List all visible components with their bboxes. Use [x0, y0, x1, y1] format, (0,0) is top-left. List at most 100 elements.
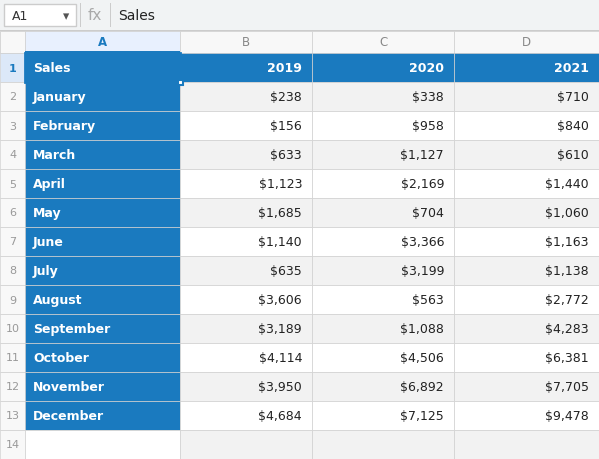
- Text: $1,440: $1,440: [545, 178, 589, 190]
- Text: 3: 3: [9, 121, 16, 131]
- Bar: [454, 314, 599, 343]
- Bar: [25, 54, 180, 83]
- Text: 9: 9: [9, 295, 16, 305]
- Bar: [312, 83, 454, 112]
- Text: $7,705: $7,705: [545, 380, 589, 393]
- Bar: [180, 285, 312, 314]
- Bar: [180, 343, 312, 372]
- Bar: [180, 141, 312, 170]
- Text: $9,478: $9,478: [545, 409, 589, 422]
- Bar: [180, 170, 312, 199]
- Text: 11: 11: [5, 353, 20, 363]
- Bar: [312, 170, 454, 199]
- Text: Sales: Sales: [118, 9, 155, 23]
- Bar: [0, 401, 25, 430]
- Text: A: A: [98, 36, 107, 50]
- Text: $635: $635: [270, 264, 302, 277]
- Text: $3,950: $3,950: [258, 380, 302, 393]
- Bar: [0, 83, 25, 112]
- Bar: [312, 112, 454, 141]
- Text: $338: $338: [412, 91, 444, 104]
- Text: A1: A1: [12, 10, 28, 22]
- Text: March: March: [33, 149, 76, 162]
- Text: $4,283: $4,283: [545, 322, 589, 335]
- Text: 14: 14: [5, 440, 20, 449]
- Text: December: December: [33, 409, 104, 422]
- Text: $6,381: $6,381: [545, 351, 589, 364]
- Bar: [180, 112, 312, 141]
- Bar: [312, 401, 454, 430]
- Text: February: February: [33, 120, 96, 133]
- Text: May: May: [33, 207, 62, 219]
- Text: $1,088: $1,088: [400, 322, 444, 335]
- Bar: [25, 228, 180, 257]
- Bar: [312, 54, 454, 83]
- Bar: [0, 228, 25, 257]
- Text: C: C: [379, 36, 387, 50]
- Bar: [180, 257, 312, 285]
- Bar: [25, 141, 180, 170]
- Bar: [180, 199, 312, 228]
- Bar: [4, 5, 76, 27]
- Text: $633: $633: [270, 149, 302, 162]
- Bar: [454, 170, 599, 199]
- Text: $3,366: $3,366: [401, 235, 444, 248]
- Bar: [25, 343, 180, 372]
- Bar: [25, 401, 180, 430]
- Text: 2: 2: [9, 92, 16, 102]
- Bar: [454, 199, 599, 228]
- Bar: [180, 54, 312, 83]
- Text: 13: 13: [5, 411, 20, 420]
- Text: $4,506: $4,506: [400, 351, 444, 364]
- Bar: [80, 4, 81, 28]
- Bar: [0, 112, 25, 141]
- Bar: [312, 199, 454, 228]
- Bar: [0, 0, 599, 32]
- Text: $6,892: $6,892: [400, 380, 444, 393]
- Text: Sales: Sales: [33, 62, 71, 75]
- Bar: [0, 372, 25, 401]
- Bar: [312, 141, 454, 170]
- Bar: [454, 141, 599, 170]
- Bar: [454, 83, 599, 112]
- Bar: [312, 32, 454, 54]
- Bar: [454, 285, 599, 314]
- Text: 8: 8: [9, 266, 16, 276]
- Bar: [312, 430, 454, 459]
- Bar: [25, 285, 180, 314]
- Text: 7: 7: [9, 237, 16, 247]
- Bar: [454, 401, 599, 430]
- Text: 5: 5: [9, 179, 16, 189]
- Bar: [25, 430, 180, 459]
- Text: $1,060: $1,060: [545, 207, 589, 219]
- Bar: [0, 170, 25, 199]
- Bar: [0, 32, 25, 54]
- Text: $3,189: $3,189: [258, 322, 302, 335]
- Bar: [454, 54, 599, 83]
- Bar: [180, 430, 312, 459]
- Text: $1,140: $1,140: [258, 235, 302, 248]
- Text: $1,138: $1,138: [545, 264, 589, 277]
- Text: $710: $710: [557, 91, 589, 104]
- Bar: [312, 285, 454, 314]
- Bar: [0, 32, 599, 54]
- Bar: [25, 54, 180, 83]
- Bar: [180, 83, 312, 112]
- Text: $1,127: $1,127: [400, 149, 444, 162]
- Text: $2,169: $2,169: [401, 178, 444, 190]
- Bar: [25, 52, 180, 54]
- Text: $3,606: $3,606: [258, 293, 302, 306]
- Bar: [25, 83, 180, 112]
- Text: $4,684: $4,684: [258, 409, 302, 422]
- Text: $156: $156: [270, 120, 302, 133]
- Bar: [25, 372, 180, 401]
- Bar: [454, 32, 599, 54]
- Text: $3,199: $3,199: [401, 264, 444, 277]
- Text: 4: 4: [9, 150, 16, 160]
- Text: $958: $958: [412, 120, 444, 133]
- Bar: [0, 343, 25, 372]
- Bar: [25, 257, 180, 285]
- Bar: [0, 54, 25, 83]
- Bar: [180, 372, 312, 401]
- Bar: [180, 32, 312, 54]
